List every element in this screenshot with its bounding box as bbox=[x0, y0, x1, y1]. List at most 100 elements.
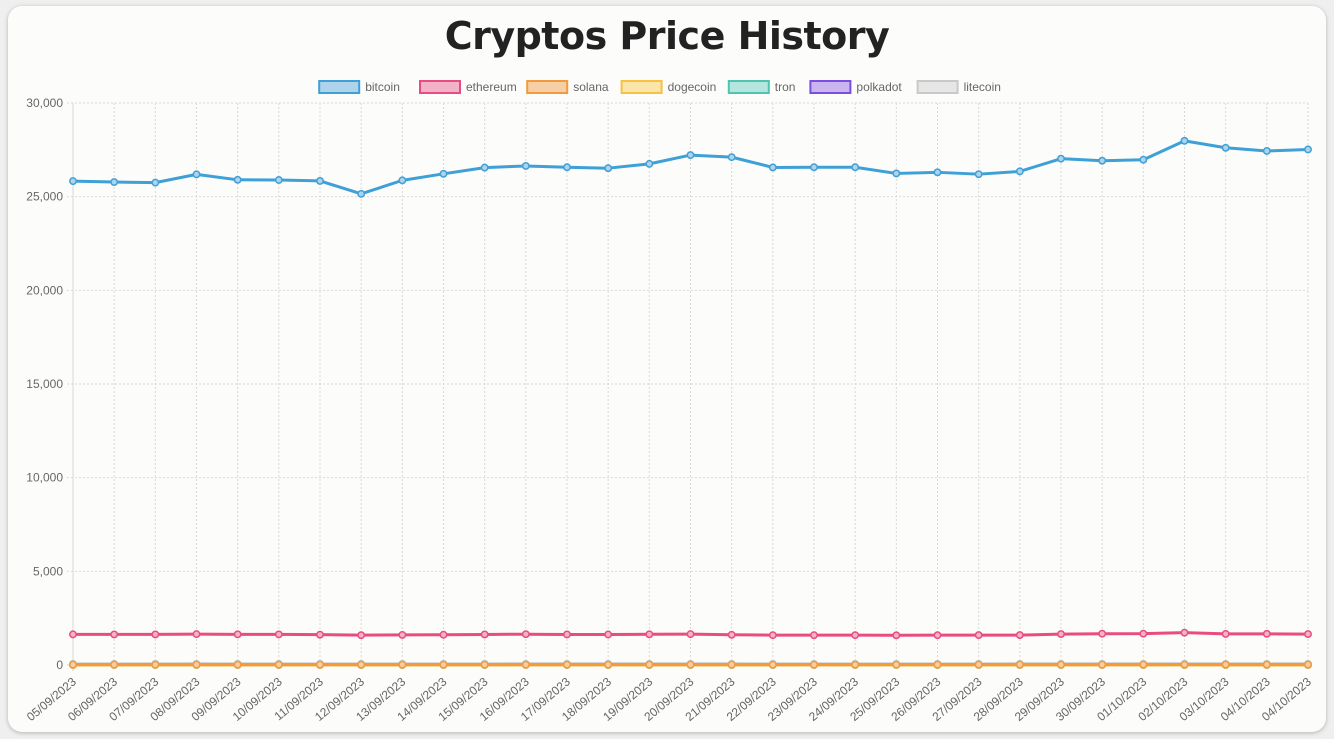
chart-card bbox=[8, 6, 1326, 732]
series-bitcoin bbox=[69, 136, 1312, 198]
data-point-ethereum bbox=[69, 630, 77, 639]
data-point-bitcoin bbox=[1221, 143, 1230, 152]
legend-swatch-litecoin bbox=[916, 80, 959, 94]
data-point-ethereum bbox=[604, 630, 613, 639]
data-point-ethereum bbox=[192, 630, 201, 639]
data-point-solana bbox=[233, 660, 242, 669]
data-point-solana bbox=[563, 660, 571, 669]
data-point-solana bbox=[974, 660, 983, 669]
y-tick-label: 15,000 bbox=[26, 377, 63, 391]
data-point-ethereum bbox=[727, 630, 736, 639]
data-point-solana bbox=[521, 660, 530, 669]
data-point-solana bbox=[1057, 660, 1065, 669]
data-point-ethereum bbox=[933, 631, 942, 640]
data-point-bitcoin bbox=[1015, 167, 1024, 176]
data-point-bitcoin bbox=[563, 163, 571, 172]
legend-label-polkadot: polkadot bbox=[856, 80, 902, 94]
legend-swatch-ethereum bbox=[419, 80, 461, 94]
data-point-bitcoin bbox=[1180, 136, 1189, 145]
data-point-bitcoin bbox=[768, 163, 777, 172]
data-point-ethereum bbox=[1098, 629, 1107, 638]
series-ethereum bbox=[69, 628, 1312, 640]
data-point-bitcoin bbox=[892, 169, 901, 178]
data-point-ethereum bbox=[357, 631, 366, 640]
data-point-bitcoin bbox=[192, 170, 201, 179]
data-point-bitcoin bbox=[357, 189, 366, 198]
data-point-bitcoin bbox=[151, 178, 160, 187]
data-point-ethereum bbox=[810, 631, 818, 640]
data-point-solana bbox=[1180, 660, 1189, 669]
data-point-ethereum bbox=[316, 630, 324, 639]
data-point-ethereum bbox=[892, 631, 901, 640]
data-point-bitcoin bbox=[398, 176, 407, 185]
data-point-ethereum bbox=[1262, 629, 1271, 638]
data-point-ethereum bbox=[439, 630, 448, 639]
data-point-solana bbox=[686, 660, 695, 669]
data-point-solana bbox=[316, 660, 324, 669]
data-point-ethereum bbox=[274, 630, 283, 639]
data-point-ethereum bbox=[851, 631, 860, 640]
data-point-bitcoin bbox=[439, 169, 448, 178]
data-point-solana bbox=[1304, 660, 1312, 669]
data-point-solana bbox=[892, 660, 901, 669]
data-point-ethereum bbox=[1180, 628, 1189, 637]
legend-swatch-tron bbox=[727, 80, 770, 94]
data-point-solana bbox=[151, 660, 160, 669]
data-point-solana bbox=[768, 660, 777, 669]
legend-label-solana: solana bbox=[573, 80, 609, 94]
data-point-bitcoin bbox=[1057, 154, 1065, 163]
data-point-bitcoin bbox=[69, 177, 77, 186]
data-point-solana bbox=[933, 660, 942, 669]
y-tick-label: 20,000 bbox=[26, 283, 63, 297]
data-point-ethereum bbox=[110, 630, 119, 639]
data-point-ethereum bbox=[686, 630, 695, 639]
data-point-ethereum bbox=[398, 630, 407, 639]
data-point-ethereum bbox=[151, 630, 160, 639]
data-point-bitcoin bbox=[110, 178, 119, 187]
chart-title: Cryptos Price History bbox=[444, 14, 890, 58]
y-tick-label: 10,000 bbox=[26, 471, 63, 485]
data-point-bitcoin bbox=[727, 153, 736, 162]
data-point-bitcoin bbox=[851, 163, 860, 172]
data-point-solana bbox=[1262, 660, 1271, 669]
data-point-ethereum bbox=[563, 630, 571, 639]
y-tick-label: 5,000 bbox=[33, 564, 63, 578]
legend-swatch-solana bbox=[526, 80, 569, 94]
data-point-solana bbox=[645, 660, 654, 669]
legend-label-bitcoin: bitcoin bbox=[365, 80, 400, 94]
legend-label-ethereum: ethereum bbox=[466, 80, 517, 94]
data-point-solana bbox=[192, 660, 201, 669]
data-point-bitcoin bbox=[933, 168, 942, 177]
data-point-bitcoin bbox=[316, 176, 324, 185]
data-point-solana bbox=[1015, 660, 1024, 669]
y-tick-label: 25,000 bbox=[26, 190, 63, 204]
series-solana bbox=[69, 660, 1312, 669]
data-point-solana bbox=[1221, 660, 1230, 669]
data-point-bitcoin bbox=[686, 151, 695, 160]
legend: bitcoin ethereum solana dogecoin tron polkado… bbox=[318, 80, 1001, 94]
y-tick-label: 30,000 bbox=[26, 96, 63, 110]
data-point-ethereum bbox=[480, 630, 489, 639]
data-point-ethereum bbox=[645, 630, 654, 639]
grid bbox=[67, 102, 1309, 671]
legend-label-dogecoin: dogecoin bbox=[668, 80, 717, 94]
data-point-bitcoin bbox=[810, 163, 818, 172]
data-point-ethereum bbox=[1139, 629, 1148, 638]
data-point-solana bbox=[357, 660, 366, 669]
data-point-bitcoin bbox=[1262, 147, 1271, 155]
legend-swatch-polkadot bbox=[809, 80, 852, 94]
data-point-ethereum bbox=[1304, 630, 1312, 639]
data-point-bitcoin bbox=[1098, 156, 1107, 165]
data-point-solana bbox=[727, 660, 736, 669]
data-point-ethereum bbox=[233, 630, 242, 639]
data-point-bitcoin bbox=[604, 164, 613, 173]
data-point-bitcoin bbox=[521, 161, 530, 170]
data-point-solana bbox=[274, 660, 283, 669]
data-point-bitcoin bbox=[1139, 155, 1148, 164]
data-point-bitcoin bbox=[480, 163, 489, 172]
data-point-ethereum bbox=[1057, 630, 1065, 639]
data-point-bitcoin bbox=[274, 176, 283, 184]
data-point-solana bbox=[810, 660, 818, 669]
data-point-bitcoin bbox=[233, 175, 242, 184]
